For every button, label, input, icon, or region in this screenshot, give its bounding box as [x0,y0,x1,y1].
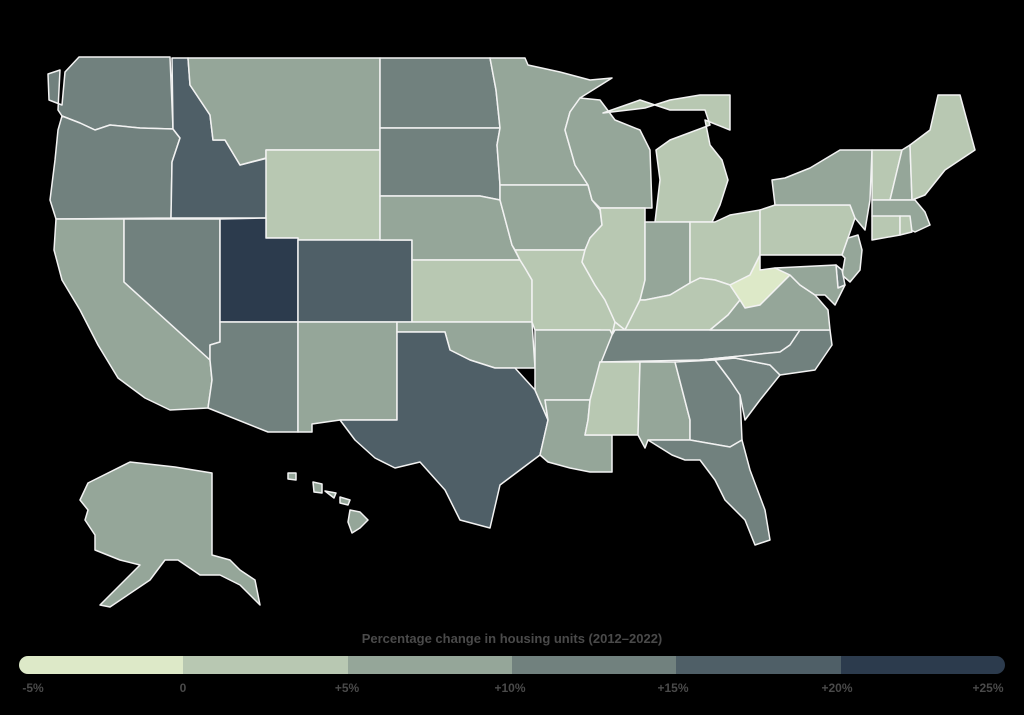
us-choropleth-map [47,56,976,608]
state-SD[interactable] [379,127,501,201]
legend-ticks: -5% 0 +5% +10% +15% +20% +25% [0,681,1024,697]
legend-title: Percentage change in housing units (2012… [361,631,663,646]
legend-bin-6 [840,656,1005,674]
legend-tick: +5% [334,681,360,695]
legend-tick: 0 [179,681,187,695]
legend-tick: +20% [821,681,853,695]
state-TX[interactable] [339,331,549,529]
state-RI[interactable] [899,215,913,236]
legend-tick: -5% [22,681,44,695]
legend-tick: +10% [494,681,526,695]
legend-bin-2 [183,656,348,674]
state-OH[interactable] [689,209,761,286]
state-PA[interactable] [759,204,856,256]
state-AZ[interactable] [207,321,299,433]
state-NJ[interactable] [841,234,863,283]
state-WI[interactable] [564,97,653,209]
state-ME[interactable] [909,94,976,201]
legend-tick: +15% [657,681,689,695]
state-NM[interactable] [297,321,398,433]
state-KS[interactable] [411,259,533,323]
legend-bin-1 [19,656,184,674]
state-ND[interactable] [379,57,501,129]
state-FL[interactable] [647,439,771,546]
state-HI[interactable] [287,472,369,534]
state-OR[interactable] [49,115,181,220]
state-CO[interactable] [297,239,413,323]
state-WY[interactable] [265,149,381,241]
legend-tick: +25% [972,681,1004,695]
state-CT[interactable] [871,215,901,241]
state-AK[interactable] [79,461,261,608]
legend-bin-5 [676,656,841,674]
legend-bin-3 [347,656,512,674]
state-NC[interactable] [699,329,833,376]
state-IA[interactable] [499,184,603,251]
state-MI[interactable] [602,94,731,223]
legend-color-bar [19,656,1005,674]
legend-bin-4 [511,656,677,674]
state-MD[interactable] [774,264,846,306]
